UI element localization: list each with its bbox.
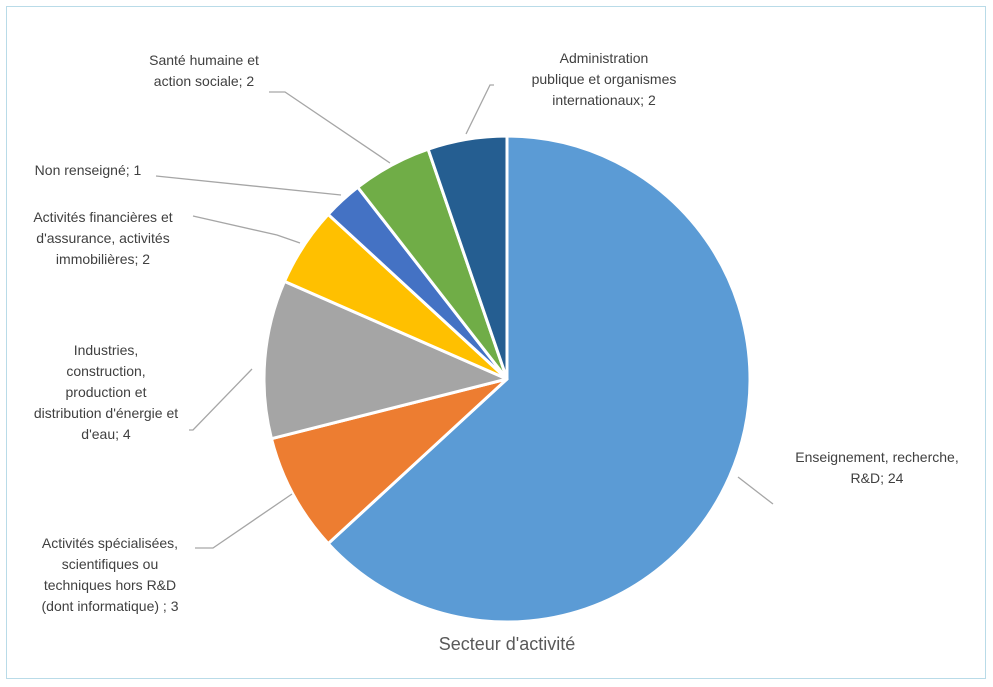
data-labels: Enseignement, recherche, R&D; 24 Activités… (33, 50, 958, 614)
leader-lines (155, 84, 774, 549)
pie-slice-1 (269, 377, 509, 546)
data-label-2: Industries, construction, production et dis… (34, 342, 178, 442)
data-label-line: (dont informatique) ; 3 (42, 598, 179, 614)
data-label-line: Administration (560, 50, 649, 66)
data-label-line: techniques hors R&D (44, 577, 176, 593)
pie-slices (262, 134, 752, 624)
data-label-line: R&D; 24 (851, 470, 904, 486)
data-label-line: Activités spécialisées, (42, 535, 178, 551)
data-label-line: production et (66, 384, 147, 400)
data-label-line: d'eau; 4 (81, 426, 131, 442)
leader-line-2 (189, 368, 253, 431)
data-label-line: Activités financières et (33, 209, 172, 225)
pie-slice-0 (326, 134, 752, 624)
data-label-3: Activités financières et d'assurance, act… (33, 209, 172, 267)
pie-slice-6 (426, 134, 509, 381)
data-label-line: construction, (66, 363, 145, 379)
data-label-line: immobilières; 2 (56, 251, 150, 267)
data-label-0: Enseignement, recherche, R&D; 24 (795, 449, 958, 486)
leader-line-1 (195, 493, 293, 549)
chart-title: Secteur d'activité (439, 634, 576, 654)
data-label-line: Santé humaine et (149, 52, 259, 68)
data-label-line: Enseignement, recherche, (795, 449, 958, 465)
data-label-line: internationaux; 2 (552, 92, 656, 108)
data-label-4: Non renseigné; 1 (35, 162, 142, 178)
leader-line-0 (737, 476, 774, 505)
leader-line-3 (192, 215, 301, 244)
data-label-line: d'assurance, activités (36, 230, 169, 246)
data-label-line: publique et organismes (532, 71, 677, 87)
data-label-1: Activités spécialisées, scientifiques ou t… (42, 535, 179, 614)
leader-line-5 (269, 91, 391, 164)
leader-line-6 (465, 84, 494, 135)
data-label-5: Santé humaine et action sociale; 2 (149, 52, 259, 89)
data-label-line: Industries, (74, 342, 139, 358)
leader-line-4 (155, 175, 342, 196)
pie-slice-2 (262, 279, 509, 441)
data-label-6: Administration publique et organismes inte… (532, 50, 677, 108)
data-label-line: Non renseigné; 1 (35, 162, 142, 178)
data-label-line: distribution d'énergie et (34, 405, 178, 421)
data-label-line: scientifiques ou (62, 556, 159, 572)
data-label-line: action sociale; 2 (154, 73, 255, 89)
